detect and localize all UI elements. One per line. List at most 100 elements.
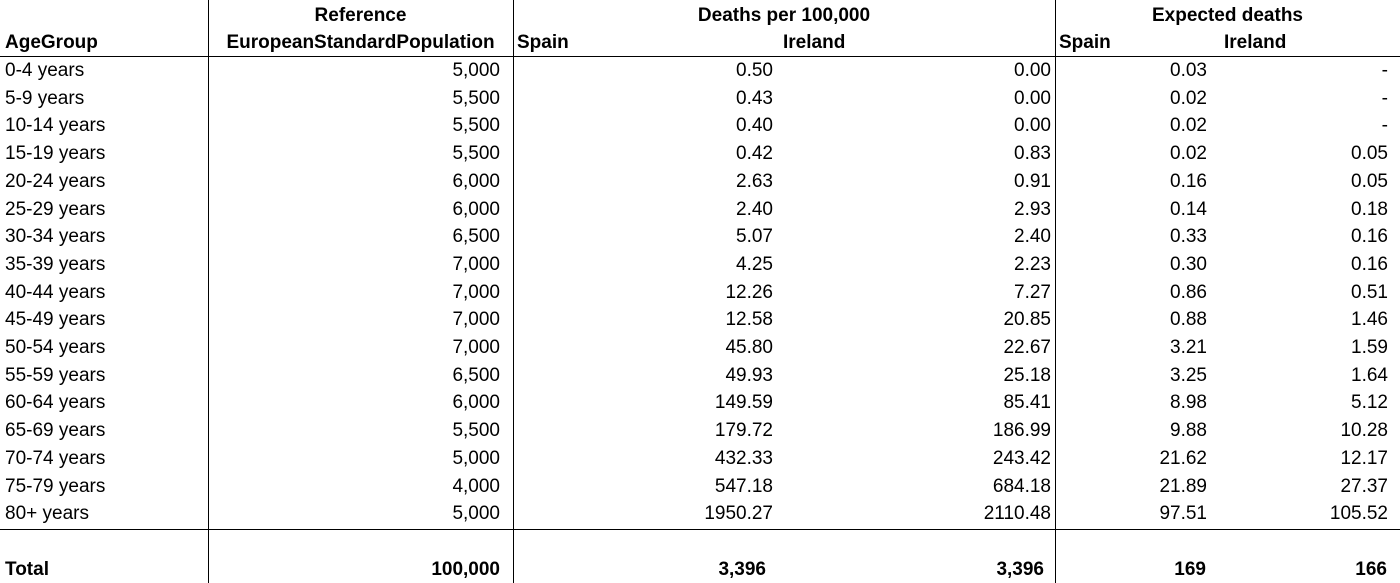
deaths-per-100k-header: Deaths per 100,000 (697, 5, 871, 26)
spain-rate-cell: 0.50 (736, 60, 773, 81)
ireland-expected-cell: 10.28 (1340, 420, 1388, 442)
ireland-expected-cell: - (1381, 60, 1388, 81)
spain-expected-cell: 3.25 (1170, 364, 1207, 386)
age-group-cell: 15-19 years (5, 143, 106, 165)
ireland-expected-cell: 27.37 (1340, 475, 1388, 497)
ireland-expected-cell: 0.51 (1351, 281, 1388, 303)
ireland-expected-cell: 12.17 (1340, 447, 1388, 469)
ireland-expected-cell: - (1381, 115, 1388, 137)
spain-expected-cell: 0.33 (1170, 226, 1207, 248)
spain-rate-cell: 5.07 (736, 226, 773, 248)
age-group-cell: 5-9 years (5, 87, 85, 109)
spain-rate-cell: 12.58 (725, 309, 773, 331)
ireland-rate-cell: 2110.48 (983, 503, 1051, 525)
ireland-expected-cell: 5.12 (1351, 392, 1388, 414)
esp-cell: 7,000 (452, 309, 500, 331)
total-spain-rate: 3,396 (718, 559, 766, 580)
spain-expected-cell: 0.86 (1170, 281, 1207, 303)
total-spain-expected: 169 (1174, 559, 1206, 580)
spain-rate-cell: 0.40 (736, 115, 773, 137)
ireland-expected-cell: 0.16 (1351, 226, 1388, 248)
esp-cell: 5,500 (452, 115, 500, 137)
total-divider (0, 529, 1400, 530)
ireland-rate-cell: 0.00 (1014, 115, 1051, 137)
spain-expected-cell: 0.14 (1170, 198, 1207, 220)
spain-rate-cell: 0.42 (736, 143, 773, 165)
spain-expected-cell: 0.02 (1170, 143, 1207, 165)
esp-cell: 6,000 (452, 170, 500, 192)
age-group-cell: 70-74 years (5, 447, 106, 469)
spain-rate-cell: 2.40 (736, 198, 773, 220)
esp-cell: 5,000 (452, 503, 500, 525)
ireland-rate-cell: 22.67 (1003, 337, 1051, 358)
esp-cell: 6,500 (452, 226, 500, 248)
ireland-expected-cell: 0.05 (1351, 143, 1388, 165)
spain-rate-cell: 4.25 (736, 253, 773, 275)
esp-cell: 6,000 (452, 392, 500, 414)
ireland-rate-header: Ireland (783, 32, 846, 53)
spain-expected-cell: 0.88 (1170, 309, 1207, 331)
ireland-rate-cell: 0.91 (1014, 170, 1051, 192)
esp-cell: 5,500 (452, 87, 500, 109)
total-ireland-expected: 166 (1355, 559, 1387, 580)
esp-cell: 7,000 (452, 281, 500, 303)
ireland-expected-cell: 0.05 (1351, 170, 1388, 192)
spain-expected-cell: 21.89 (1159, 475, 1207, 497)
ireland-expected-cell: 1.46 (1351, 309, 1388, 331)
esp-cell: 5,000 (452, 60, 500, 81)
ireland-rate-cell: 243.42 (992, 447, 1051, 469)
expected-deaths-header: Expected deaths (1152, 5, 1303, 26)
spain-expected-cell: 3.21 (1170, 337, 1207, 358)
ireland-rate-cell: 0.83 (1014, 143, 1051, 165)
age-group-cell: 45-49 years (5, 309, 106, 331)
ireland-rate-cell: 2.23 (1014, 253, 1051, 275)
ireland-rate-cell: 684.18 (992, 475, 1051, 497)
esp-cell: 4,000 (452, 475, 500, 497)
spain-expected-cell: 0.02 (1170, 115, 1207, 137)
spain-expected-cell: 0.16 (1170, 170, 1207, 192)
column-divider (513, 0, 514, 583)
reference-header: Reference (314, 5, 407, 26)
age-group-cell: 30-34 years (5, 226, 106, 248)
spain-expected-cell: 97.51 (1159, 503, 1207, 525)
ireland-expected-header: Ireland (1224, 32, 1287, 53)
total-label: Total (5, 559, 49, 580)
total-ireland-rate: 3,396 (996, 559, 1044, 580)
ireland-rate-cell: 85.41 (1003, 392, 1051, 414)
age-group-cell: 75-79 years (5, 475, 106, 497)
age-group-cell: 60-64 years (5, 392, 106, 414)
esp-cell: 5,000 (452, 447, 500, 469)
ireland-expected-cell: - (1381, 87, 1388, 109)
ireland-expected-cell: 0.16 (1351, 253, 1388, 275)
esp-header: EuropeanStandardPopulation (226, 32, 495, 53)
spain-expected-cell: 21.62 (1159, 447, 1207, 469)
esp-cell: 5,500 (452, 143, 500, 165)
ireland-expected-cell: 105.52 (1329, 503, 1388, 525)
ireland-expected-cell: 1.64 (1351, 364, 1388, 386)
esp-cell: 7,000 (452, 337, 500, 358)
ireland-rate-cell: 0.00 (1014, 60, 1051, 81)
spain-expected-cell: 0.02 (1170, 87, 1207, 109)
spain-rate-cell: 45.80 (725, 337, 773, 358)
esp-cell: 7,000 (452, 253, 500, 275)
esp-cell: 5,500 (452, 420, 500, 442)
age-group-cell: 65-69 years (5, 420, 106, 442)
age-group-cell: 40-44 years (5, 281, 106, 303)
ireland-rate-cell: 0.00 (1014, 87, 1051, 109)
age-group-cell: 50-54 years (5, 337, 106, 358)
age-group-cell: 20-24 years (5, 170, 106, 192)
age-group-cell: 55-59 years (5, 364, 106, 386)
esp-cell: 6,000 (452, 198, 500, 220)
spain-expected-cell: 8.98 (1170, 392, 1207, 414)
spain-rate-cell: 179.72 (714, 420, 773, 442)
age-group-cell: 35-39 years (5, 253, 106, 275)
ireland-rate-cell: 7.27 (1014, 281, 1051, 303)
total-esp: 100,000 (431, 559, 500, 580)
spain-rate-cell: 0.43 (736, 87, 773, 109)
esp-cell: 6,500 (452, 364, 500, 386)
spain-rate-header: Spain (517, 32, 569, 53)
ireland-rate-cell: 25.18 (1003, 364, 1051, 386)
age-group-cell: 25-29 years (5, 198, 106, 220)
spain-expected-cell: 0.30 (1170, 253, 1207, 275)
